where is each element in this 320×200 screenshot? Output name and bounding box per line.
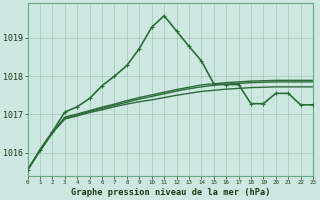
X-axis label: Graphe pression niveau de la mer (hPa): Graphe pression niveau de la mer (hPa)	[71, 188, 270, 197]
